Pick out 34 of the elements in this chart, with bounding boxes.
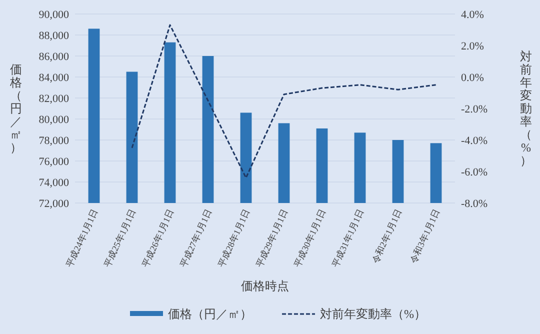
y-tick-label: 74,000 (38, 177, 70, 189)
legend-価格（円／㎡）: 価格（円／㎡） (130, 307, 252, 321)
y-tick-label: 76,000 (38, 156, 70, 168)
x-tick-label: 令和2年1月1日 (370, 208, 404, 265)
y-tick-label: 88,000 (38, 30, 70, 42)
y2-tick-label: -4.0% (461, 135, 488, 147)
y-tick-label: 90,000 (38, 9, 70, 21)
y-tick-label: 84,000 (38, 72, 70, 84)
x-tick-label: 平成25年1月1日 (102, 208, 138, 269)
legend-label: 対前年変動率（%） (320, 307, 426, 321)
legend-label: 価格（円／㎡） (168, 307, 252, 321)
y2-tick-label: -2.0% (461, 104, 488, 116)
y2-tick-label: 2.0% (461, 40, 484, 52)
y2-tick-label: -8.0% (461, 198, 488, 210)
x-tick-label: 平成30年1月1日 (292, 208, 328, 269)
y-axis-title: 価格（円／㎡） (9, 62, 22, 154)
y-tick-label: 80,000 (38, 114, 70, 126)
text: 対前年変動率（%） (520, 50, 532, 168)
y-tick-label: 86,000 (38, 51, 70, 63)
y-tick-label: 72,000 (38, 198, 70, 210)
y2-tick-label: 0.0% (461, 72, 484, 84)
x-tick-label: 平成31年1月1日 (330, 208, 366, 269)
x-tick-label: 平成26年1月1日 (140, 208, 176, 269)
y-tick-label: 78,000 (38, 135, 70, 147)
x-tick-label: 平成28年1月1日 (216, 208, 252, 269)
x-axis-title: 価格時点 (241, 279, 289, 293)
legend-対前年変動率（%）: 対前年変動率（%） (282, 307, 426, 321)
x-tick-label: 平成29年1月1日 (254, 208, 290, 269)
y2-tick-label: -6.0% (461, 166, 488, 178)
x-tick-label: 平成27年1月1日 (178, 208, 214, 269)
y-tick-label: 82,000 (38, 93, 70, 105)
y2-tick-label: 4.0% (461, 9, 484, 21)
x-tick-label: 令和3年1月1日 (408, 208, 442, 265)
x-tick-label: 平成24年1月1日 (64, 208, 100, 269)
